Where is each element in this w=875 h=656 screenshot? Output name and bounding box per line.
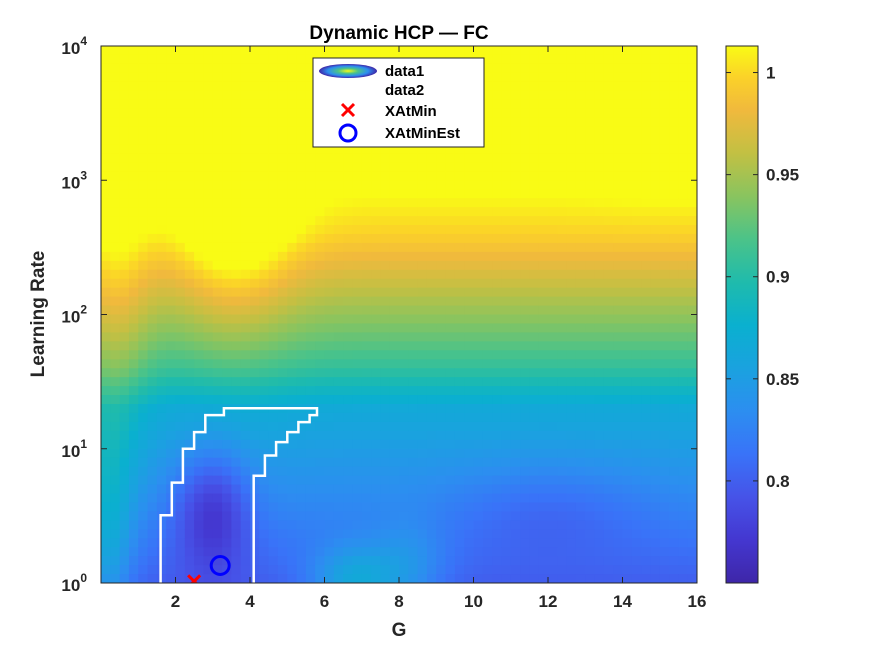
colorbar-tick-label: 0.8 [766, 472, 790, 491]
y-axis-label: Learning Rate [28, 251, 49, 378]
legend-o-marker [338, 123, 358, 143]
colorbar-tick-label: 1 [766, 64, 775, 83]
x-tick-label: 10 [464, 592, 483, 611]
marker-xatmin [187, 574, 202, 583]
y-axis: 100 101 102 103 104 [61, 34, 697, 595]
legend: data1 data2 XAtMin XAtMinEst [312, 57, 485, 148]
colorbar-ticks: 0.8 0.85 0.9 0.95 1 [726, 64, 799, 491]
x-axis-label: G [392, 620, 407, 641]
series-layer [159, 407, 319, 583]
chart-title: Dynamic HCP — FC [309, 23, 488, 44]
series-data2-contour [159, 407, 319, 583]
colorbar: 0.8 0.85 0.9 0.95 1 [725, 45, 799, 584]
x-tick-label: 8 [394, 592, 403, 611]
colorbar-tick-label: 0.9 [766, 268, 790, 287]
heatmap-area [100, 45, 698, 584]
legend-label-xatminest: XAtMinEst [385, 125, 460, 142]
y-tick-label: 102 [61, 303, 87, 327]
x-axis: 2 4 6 8 10 12 14 16 [171, 46, 707, 611]
colorbar-tick-label: 0.85 [766, 370, 799, 389]
legend-x-marker [340, 102, 356, 118]
x-tick-label: 2 [171, 592, 180, 611]
legend-label-data2: data2 [385, 82, 424, 99]
legend-label-xatmin: XAtMin [385, 103, 437, 120]
legend-label-data1: data1 [385, 63, 424, 80]
x-tick-label: 4 [245, 592, 255, 611]
colorbar-tick-label: 0.95 [766, 166, 799, 185]
y-tick-label: 104 [61, 34, 87, 58]
colorbar-scale [725, 45, 759, 584]
x-tick-label: 14 [613, 592, 632, 611]
y-tick-label: 103 [61, 168, 87, 192]
legend-contour-swatch [319, 64, 377, 78]
marker-xatminest [209, 555, 231, 577]
y-tick-label: 101 [61, 437, 87, 461]
x-tick-label: 6 [320, 592, 329, 611]
x-tick-label: 12 [539, 592, 558, 611]
y-tick-label: 100 [61, 571, 87, 595]
x-tick-label: 16 [688, 592, 707, 611]
